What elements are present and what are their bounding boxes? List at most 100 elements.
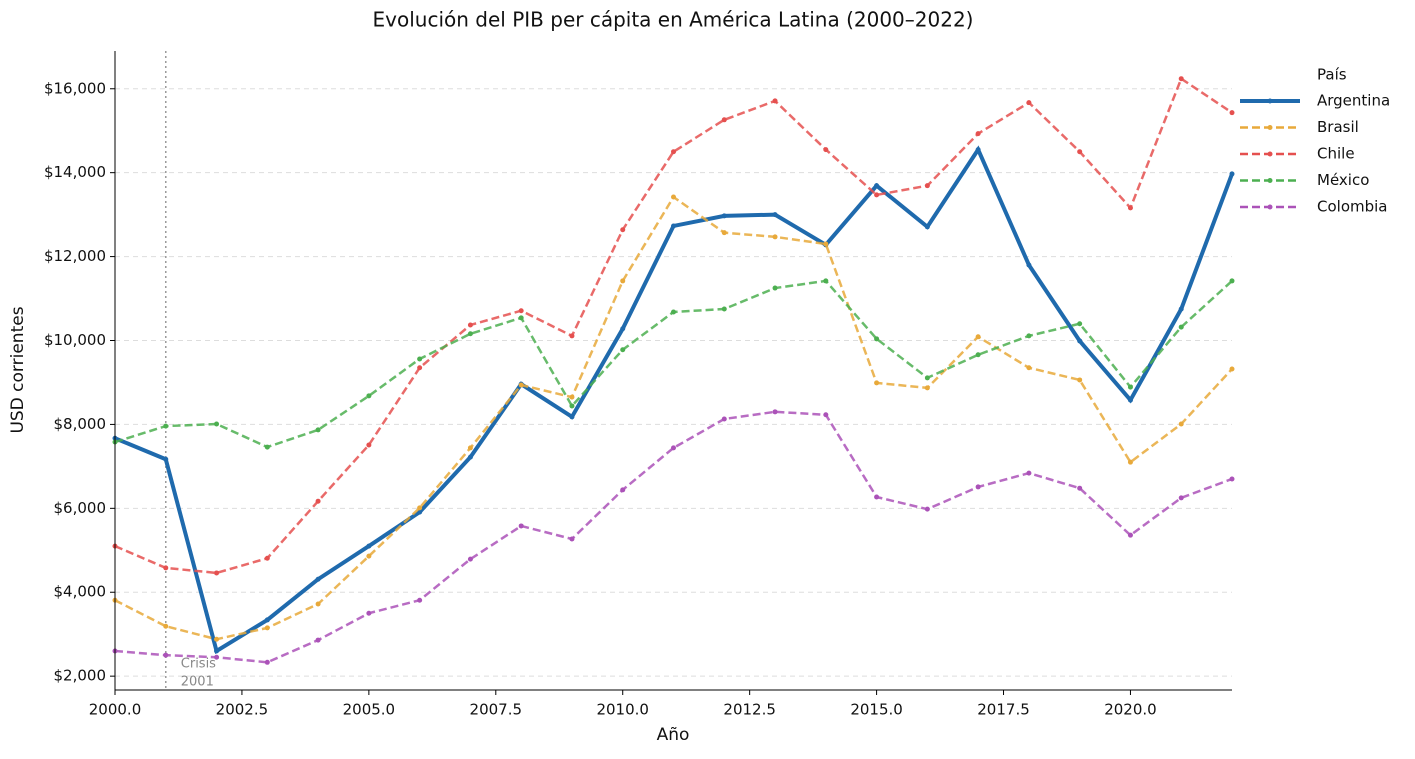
data-point — [1026, 333, 1032, 339]
data-point — [671, 445, 676, 451]
data-point — [620, 487, 626, 493]
data-point — [417, 365, 423, 371]
data-point — [214, 636, 220, 642]
data-point — [1077, 485, 1083, 491]
data-point — [975, 352, 981, 358]
data-point — [264, 555, 270, 561]
data-point — [366, 610, 372, 616]
data-point — [518, 308, 524, 314]
data-point — [823, 147, 829, 153]
series-line — [114, 76, 1233, 575]
data-point — [1229, 110, 1235, 116]
data-point — [975, 147, 981, 153]
legend-title: País — [1317, 66, 1347, 84]
data-point — [366, 553, 372, 559]
y-axis-label: USD corrientes — [8, 306, 28, 433]
data-point — [1077, 377, 1083, 383]
data-point — [874, 192, 880, 198]
data-point — [924, 375, 930, 381]
legend-marker — [1267, 125, 1273, 130]
data-point — [1026, 470, 1032, 476]
data-point — [823, 278, 829, 284]
data-point — [823, 241, 829, 247]
x-axis-label: Año — [657, 725, 690, 745]
x-tick-label: 2007.5 — [470, 701, 523, 719]
data-point — [163, 623, 169, 629]
y-tick-label: $8,000 — [54, 415, 107, 433]
data-point — [315, 601, 321, 607]
data-point — [721, 230, 727, 236]
data-point — [620, 278, 626, 284]
legend-marker — [1267, 98, 1273, 104]
x-tick-label: 2005.0 — [343, 701, 396, 719]
data-point — [924, 506, 930, 512]
data-point — [620, 347, 626, 353]
data-point — [772, 212, 778, 218]
y-tick-label: $2,000 — [54, 667, 107, 685]
data-point — [264, 617, 270, 623]
data-point — [467, 331, 473, 337]
data-point — [1178, 495, 1184, 501]
x-tick-label: 2015.0 — [850, 701, 903, 719]
data-point — [417, 509, 423, 515]
data-point — [772, 285, 778, 291]
data-point — [772, 409, 778, 415]
data-point — [721, 213, 727, 219]
y-tick-label: $16,000 — [44, 79, 106, 97]
data-point — [518, 382, 524, 388]
data-point — [874, 380, 880, 386]
legend-label: Chile — [1317, 145, 1355, 163]
data-point — [1229, 171, 1235, 177]
data-point — [315, 637, 321, 643]
data-point — [1127, 205, 1133, 211]
data-point — [569, 333, 575, 339]
y-tick-label: $10,000 — [44, 331, 106, 349]
data-point — [1026, 262, 1032, 268]
data-point — [874, 183, 880, 189]
data-point — [163, 565, 169, 571]
data-point — [214, 570, 220, 576]
data-point — [772, 234, 778, 240]
data-point — [671, 309, 676, 315]
data-point — [671, 149, 676, 155]
data-point — [264, 444, 270, 450]
data-point — [1229, 476, 1235, 482]
data-point — [924, 385, 930, 391]
data-point — [823, 412, 829, 418]
legend-label: Brasil — [1317, 118, 1359, 136]
data-point — [1026, 365, 1032, 371]
data-point — [569, 403, 575, 409]
data-point — [214, 648, 220, 654]
data-point — [366, 543, 372, 549]
data-point — [1127, 532, 1133, 538]
data-point — [214, 421, 220, 427]
x-tick-label: 2017.5 — [977, 701, 1030, 719]
data-point — [924, 183, 930, 189]
data-point — [366, 442, 372, 448]
data-point — [620, 227, 626, 233]
data-point — [467, 556, 473, 562]
legend-label: México — [1317, 171, 1369, 189]
data-point — [467, 454, 473, 460]
x-tick-label: 2020.0 — [1104, 701, 1157, 719]
y-tick-label: $6,000 — [54, 499, 107, 517]
series-line — [114, 195, 1233, 641]
data-point — [569, 536, 575, 542]
data-point — [1229, 366, 1235, 372]
data-point — [366, 393, 372, 399]
data-point — [163, 423, 169, 429]
y-tick-label: $4,000 — [54, 583, 107, 601]
data-point — [417, 505, 423, 511]
data-point — [315, 498, 321, 504]
data-point — [417, 356, 423, 362]
data-point — [163, 652, 169, 658]
data-point — [874, 494, 880, 500]
data-point — [671, 194, 676, 200]
data-point — [569, 414, 575, 420]
data-point — [1077, 338, 1083, 344]
data-point — [518, 315, 524, 321]
data-point — [1178, 324, 1184, 330]
data-point — [467, 322, 473, 328]
x-tick-label: 2010.0 — [596, 701, 649, 719]
